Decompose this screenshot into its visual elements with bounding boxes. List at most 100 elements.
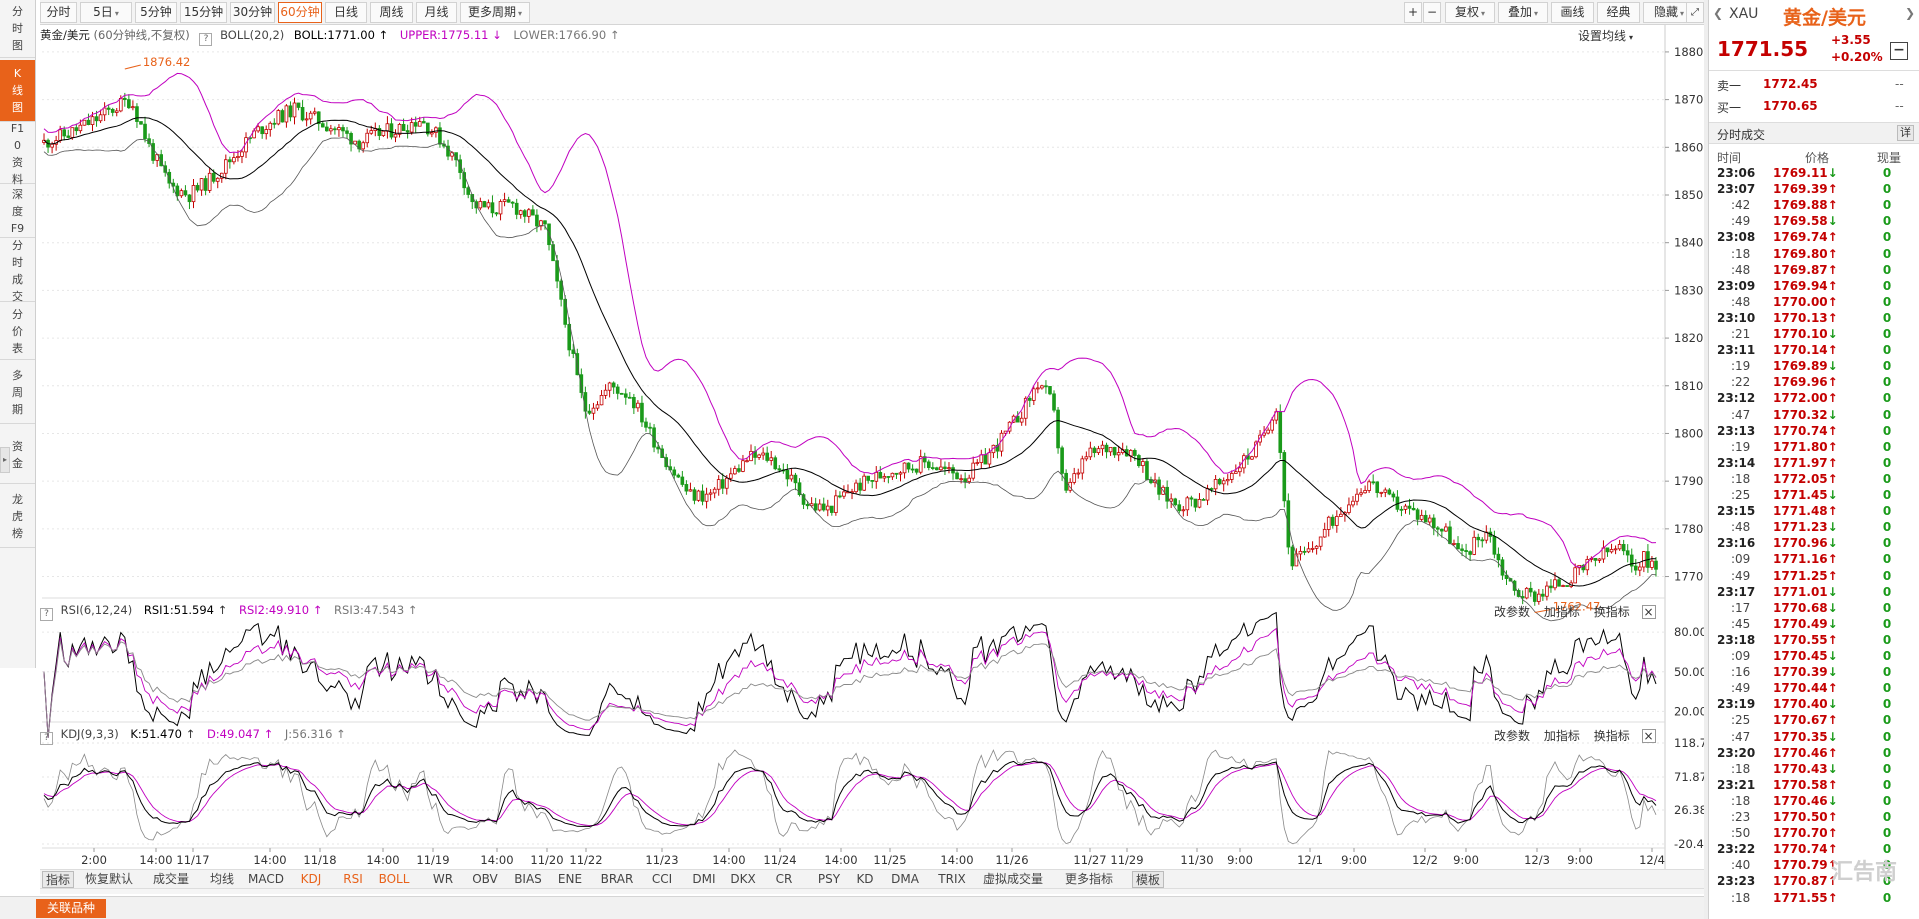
indicator-tab-4[interactable]: MACD <box>248 872 284 886</box>
indicator-tab-16[interactable]: CR <box>775 872 793 886</box>
period-5-button[interactable]: 60分钟 <box>278 2 322 23</box>
tick-time: :48 <box>1731 520 1751 535</box>
kdj-close-icon[interactable]: × <box>1641 729 1656 743</box>
indicator-tab-19[interactable]: DMA <box>891 872 919 886</box>
period-2-button[interactable]: 5分钟 <box>135 2 177 23</box>
indicator-tab-0[interactable]: 指标 <box>42 871 74 888</box>
candle-body <box>1221 480 1226 485</box>
candle-body <box>1411 507 1416 511</box>
chart-canvas[interactable]: 1880.00 1870.00 1860.00 1850.00 1840.00 1830.… <box>0 0 1706 869</box>
related-products-button[interactable]: 关联品种 <box>36 899 106 918</box>
indicator-tab-9[interactable]: OBV <box>472 872 498 886</box>
tick-row: :09 1771.16↑ 0 <box>1717 551 1917 567</box>
indicator-tab-14[interactable]: DMI <box>692 872 716 886</box>
indicator-tab-8[interactable]: WR <box>432 872 454 886</box>
toolbar-right-1-button[interactable]: 叠加 ▾ <box>1498 2 1548 23</box>
kdj-add-button[interactable]: 加指标 <box>1543 729 1580 743</box>
nav-item-7[interactable]: 资金 <box>0 426 35 484</box>
nav-item-4[interactable]: 分时成交 <box>0 239 35 303</box>
candle-body <box>320 123 325 128</box>
tick-row: :49 1769.58↓ 0 <box>1717 213 1917 229</box>
indicator-tab-12[interactable]: BRAR <box>600 872 634 886</box>
period-label: 月线 <box>424 5 449 19</box>
candle-body <box>910 468 915 471</box>
indicator-tab-10[interactable]: BIAS <box>514 872 542 886</box>
tick-volume: 0 <box>1882 294 1892 309</box>
candle-body <box>838 495 842 498</box>
boll-help-icon[interactable]: ? <box>199 33 213 46</box>
kdj-params-button[interactable]: 改参数 <box>1494 729 1531 743</box>
rsi-params-button[interactable]: 改参数 <box>1494 605 1531 619</box>
indicator-tab-1[interactable]: 恢复默认 <box>84 872 133 886</box>
rsi-close-icon[interactable]: × <box>1641 605 1656 619</box>
nav-item-1[interactable]: K线图 <box>0 60 35 122</box>
period-0-button[interactable]: 分时 <box>40 2 77 23</box>
indicator-tab-18[interactable]: KD <box>856 872 874 886</box>
indicator-tab-13[interactable]: CCI <box>651 872 673 886</box>
period-6-button[interactable]: 日线 <box>325 2 367 23</box>
indicator-tab-20[interactable]: TRIX <box>938 872 966 886</box>
y-tick-label: 118.73 <box>1674 736 1706 750</box>
indicator-tab-7[interactable]: BOLL <box>378 872 410 886</box>
tick-time: :49 <box>1731 568 1751 583</box>
x-tick-label: 14:00 <box>480 853 513 867</box>
candle-body <box>1282 452 1287 502</box>
indicator-tab-21[interactable]: 虚拟成交量 <box>982 872 1043 886</box>
zoom-in-button[interactable]: + <box>1404 2 1422 23</box>
indicator-tab-15[interactable]: DKX <box>730 872 756 886</box>
candle-body <box>518 210 523 215</box>
nav-item-3[interactable]: 深度F9 <box>0 186 35 238</box>
candle-body <box>926 461 931 468</box>
indicator-tab-2[interactable]: 成交量 <box>152 872 189 886</box>
next-arrow-icon[interactable]: ❯ <box>1905 6 1916 20</box>
fullscreen-icon[interactable]: ⤢ <box>1686 2 1704 23</box>
col-volume: 现量 <box>1877 151 1902 165</box>
candle-body <box>1464 550 1468 552</box>
period-3-button[interactable]: 15分钟 <box>180 2 227 23</box>
indicator-tab-22[interactable]: 更多指标 <box>1064 872 1113 886</box>
kdj-help-icon[interactable]: ? <box>40 732 53 745</box>
indicator-tab-5[interactable]: KDJ <box>300 872 322 886</box>
period-9-button[interactable]: 更多周期 ▾ <box>460 2 530 23</box>
indicator-tab-11[interactable]: ENE <box>557 872 583 886</box>
ticks-detail-button[interactable]: 详 <box>1897 125 1914 141</box>
indicator-tab-6[interactable]: RSI <box>343 872 363 886</box>
candle-body <box>127 99 131 109</box>
nav-item-8[interactable]: 龙虎榜 <box>0 486 35 548</box>
chart-scrollbar[interactable] <box>40 888 1706 894</box>
tick-row: 23:16 1770.96↓ 0 <box>1717 535 1917 551</box>
prev-arrow-icon[interactable]: ❮ <box>1713 6 1724 20</box>
collapse-panel-icon[interactable]: − <box>1890 42 1908 60</box>
arrow-down-icon: ↓ <box>1827 214 1838 229</box>
nav-item-0[interactable]: 分时图 <box>0 0 35 58</box>
tick-price: 1769.11 <box>1773 166 1828 180</box>
period-4-button[interactable]: 30分钟 <box>230 2 275 23</box>
candle-body <box>70 127 75 138</box>
tick-price: 1770.10 <box>1773 327 1828 341</box>
ma-setting-button[interactable]: 设置均线 ▾ <box>1578 27 1633 44</box>
candle-body <box>817 503 822 511</box>
indicator-tab-17[interactable]: PSY <box>817 872 841 886</box>
zoom-out-button[interactable]: − <box>1423 2 1441 23</box>
rsi-help-icon[interactable]: ? <box>40 608 53 621</box>
collapse-handle[interactable]: ▸ <box>0 447 10 473</box>
period-7-button[interactable]: 周线 <box>370 2 413 23</box>
toolbar-right-0-button[interactable]: 复权 ▾ <box>1445 2 1495 23</box>
indicator-tab-3[interactable]: 均线 <box>209 872 234 886</box>
period-1-button[interactable]: 5日 ▾ <box>80 2 132 23</box>
indicator-tab-23[interactable]: 模板 <box>1132 871 1164 888</box>
toolbar-right-3-button[interactable]: 经典 <box>1597 2 1640 23</box>
nav-item-2[interactable]: F10资料 <box>0 122 35 186</box>
rsi-swap-button[interactable]: 换指标 <box>1593 605 1630 619</box>
nav-item-5[interactable]: 分价表 <box>0 304 35 360</box>
arrow-up-icon: ↑ <box>1827 568 1838 583</box>
period-8-button[interactable]: 月线 <box>416 2 457 23</box>
rsi-add-button[interactable]: 加指标 <box>1543 605 1580 619</box>
toolbar-right-2-button[interactable]: 画线 <box>1551 2 1594 23</box>
toolbar-right-4-button[interactable]: 隐藏 ▾ <box>1643 2 1695 23</box>
candle-body <box>1496 553 1501 561</box>
nav-item-6[interactable]: 多周期 <box>0 362 35 424</box>
candle-body <box>1302 550 1307 553</box>
kdj-swap-button[interactable]: 换指标 <box>1593 729 1630 743</box>
tick-price: 1771.80 <box>1773 439 1828 454</box>
